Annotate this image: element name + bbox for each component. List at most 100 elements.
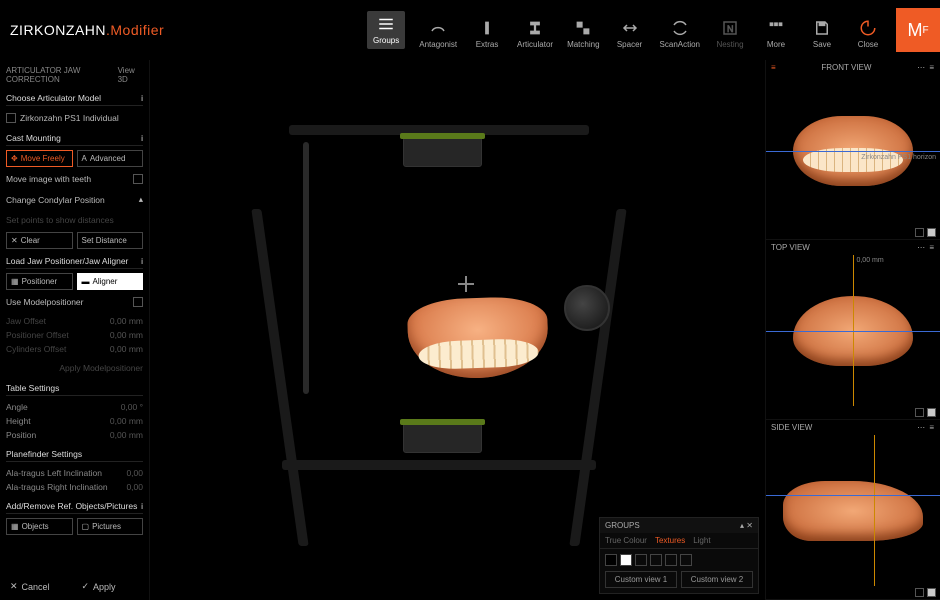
menu-icon[interactable]: ≡ xyxy=(771,63,776,72)
letter-a-icon: A xyxy=(82,154,87,163)
side-view[interactable]: SIDE VIEW ⋯ ≡ xyxy=(766,420,940,600)
groups-tab-textures[interactable]: Textures xyxy=(655,536,685,545)
swatch[interactable] xyxy=(665,554,677,566)
front-view-label: FRONT VIEW xyxy=(821,63,871,72)
matching-tool-button[interactable]: Matching xyxy=(567,19,599,49)
change-condylar-row[interactable]: Change Condylar Position ▴ xyxy=(6,191,143,208)
swatch[interactable] xyxy=(680,554,692,566)
spacer-icon xyxy=(621,19,639,37)
close-icon xyxy=(859,19,877,37)
positioner-button[interactable]: ▦ Positioner xyxy=(6,273,73,290)
measure-label: 0,00 mm xyxy=(856,257,883,264)
more-icon[interactable]: ⋯ ≡ xyxy=(917,423,935,432)
more-tool-button[interactable]: More xyxy=(760,19,792,49)
swatch[interactable] xyxy=(635,554,647,566)
sidebar: ARTICULATOR JAW CORRECTION View 3D Choos… xyxy=(0,60,150,600)
collapse-icon[interactable]: ▴ xyxy=(139,194,143,205)
groups-icon xyxy=(377,15,395,33)
view-toggle[interactable] xyxy=(915,588,924,597)
view-toggle[interactable] xyxy=(915,228,924,237)
side-view-label: SIDE VIEW xyxy=(771,423,812,432)
horizontal-axis xyxy=(766,151,940,152)
sidebar-header: ARTICULATOR JAW CORRECTION xyxy=(6,66,118,84)
top-toolbar: ZIRKONZAHN.Modifier Groups Antagonist Extr… xyxy=(0,0,940,60)
viewport-3d[interactable]: GROUPS ▴ ✕ True Colour Textures Light Cust… xyxy=(150,60,765,600)
advanced-button[interactable]: A Advanced xyxy=(77,150,144,167)
close-tool-button[interactable]: Close xyxy=(852,19,884,49)
front-view[interactable]: ≡ FRONT VIEW ⋯ ≡ Zirkonzahn PS1 horizon xyxy=(766,60,940,240)
x-icon: ✕ xyxy=(11,236,18,245)
right-viewports: ≡ FRONT VIEW ⋯ ≡ Zirkonzahn PS1 horizon … xyxy=(765,60,940,600)
view-toggle[interactable] xyxy=(927,228,936,237)
move-icon: ✥ xyxy=(11,154,18,163)
picture-icon: ▢ xyxy=(82,522,90,531)
groups-panel-title: GROUPS xyxy=(605,521,640,530)
pictures-button[interactable]: ▢ Pictures xyxy=(77,518,144,535)
apply-button[interactable]: ✓ Apply xyxy=(78,577,144,596)
save-icon xyxy=(813,19,831,37)
panel-controls[interactable]: ▴ ✕ xyxy=(740,521,753,530)
groups-panel[interactable]: GROUPS ▴ ✕ True Colour Textures Light Cust… xyxy=(599,517,759,594)
cancel-button[interactable]: ✕ Cancel xyxy=(6,577,72,596)
groups-tab-light[interactable]: Light xyxy=(693,536,710,545)
check-icon: ✓ xyxy=(82,581,90,592)
scanaction-tool-button[interactable]: ScanAction xyxy=(660,19,700,49)
use-modelpositioner-row[interactable]: Use Modelpositioner xyxy=(6,294,143,310)
load-jaw-title: Load Jaw Positioner/Jaw Aligneri xyxy=(6,253,143,269)
setting-row: Positioner Offset0,00 mm xyxy=(6,328,143,342)
x-icon: ✕ xyxy=(10,581,18,592)
clear-button[interactable]: ✕ Clear xyxy=(6,232,73,249)
checkbox-icon[interactable] xyxy=(133,174,143,184)
setting-row: Cylinders Offset0,00 mm xyxy=(6,342,143,356)
aligner-button[interactable]: ▬ Aligner xyxy=(77,273,144,290)
checkbox-icon[interactable] xyxy=(6,113,16,123)
antagonist-tool-button[interactable]: Antagonist xyxy=(419,19,457,49)
groups-tool-button[interactable]: Groups xyxy=(367,11,405,49)
extras-tool-button[interactable]: Extras xyxy=(471,19,503,49)
objects-button[interactable]: ▦ Objects xyxy=(6,518,73,535)
swatch[interactable] xyxy=(620,554,632,566)
articulator-tool-button[interactable]: Articulator xyxy=(517,19,553,49)
top-view[interactable]: TOP VIEW ⋯ ≡ 0,00 mm xyxy=(766,240,940,420)
move-freely-button[interactable]: ✥ Move Freely xyxy=(6,150,73,167)
positioner-icon: ▦ xyxy=(11,277,19,286)
checkbox-icon[interactable] xyxy=(133,297,143,307)
articulator-icon xyxy=(526,19,544,37)
brand: ZIRKONZAHN.Modifier xyxy=(10,22,164,38)
nesting-tool-button[interactable]: NNesting xyxy=(714,19,746,49)
set-distance-button[interactable]: Set Distance xyxy=(77,232,144,249)
custom-view-1-button[interactable]: Custom view 1 xyxy=(605,571,677,588)
swatch[interactable] xyxy=(650,554,662,566)
apply-modelpositioner-button[interactable]: Apply Modelpositioner xyxy=(6,360,143,376)
teeth-side xyxy=(783,481,923,541)
antagonist-icon xyxy=(429,19,447,37)
view-toggle[interactable] xyxy=(915,408,924,417)
custom-view-2-button[interactable]: Custom view 2 xyxy=(681,571,753,588)
more-icon[interactable]: ⋯ ≡ xyxy=(917,243,935,252)
swatch[interactable] xyxy=(605,554,617,566)
more-icon xyxy=(767,19,785,37)
move-image-row[interactable]: Move image with teeth xyxy=(6,171,143,187)
setting-row: Position0,00 mm xyxy=(6,428,143,442)
view-toggle[interactable] xyxy=(927,588,936,597)
setting-row: Angle0,00 ° xyxy=(6,400,143,414)
more-icon[interactable]: ⋯ ≡ xyxy=(917,63,935,72)
groups-tab-true-colour[interactable]: True Colour xyxy=(605,536,647,545)
cast-mounting-title: Cast Mountingi xyxy=(6,130,143,146)
choose-model-title: Choose Articulator Modeli xyxy=(6,90,143,106)
addremove-title: Add/Remove Ref. Objects/Picturesi xyxy=(6,498,143,514)
set-points-label: Set points to show distances xyxy=(6,212,143,228)
horizontal-axis xyxy=(766,495,940,496)
setting-row: Ala-tragus Right Inclination0,00 xyxy=(6,480,143,494)
articulator-model-row[interactable]: Zirkonzahn PS1 Individual xyxy=(6,110,143,126)
brand-main: ZIRKONZAHN xyxy=(10,22,106,38)
view-3d-label: View 3D xyxy=(118,66,143,84)
save-tool-button[interactable]: Save xyxy=(806,19,838,49)
view-toggle[interactable] xyxy=(927,408,936,417)
planefinder-title: Planefinder Settings xyxy=(6,446,143,462)
aligner-icon: ▬ xyxy=(82,277,90,286)
vertical-axis xyxy=(874,435,875,586)
app-logo: MF xyxy=(896,8,940,52)
spacer-tool-button[interactable]: Spacer xyxy=(614,19,646,49)
svg-text:N: N xyxy=(727,24,734,34)
